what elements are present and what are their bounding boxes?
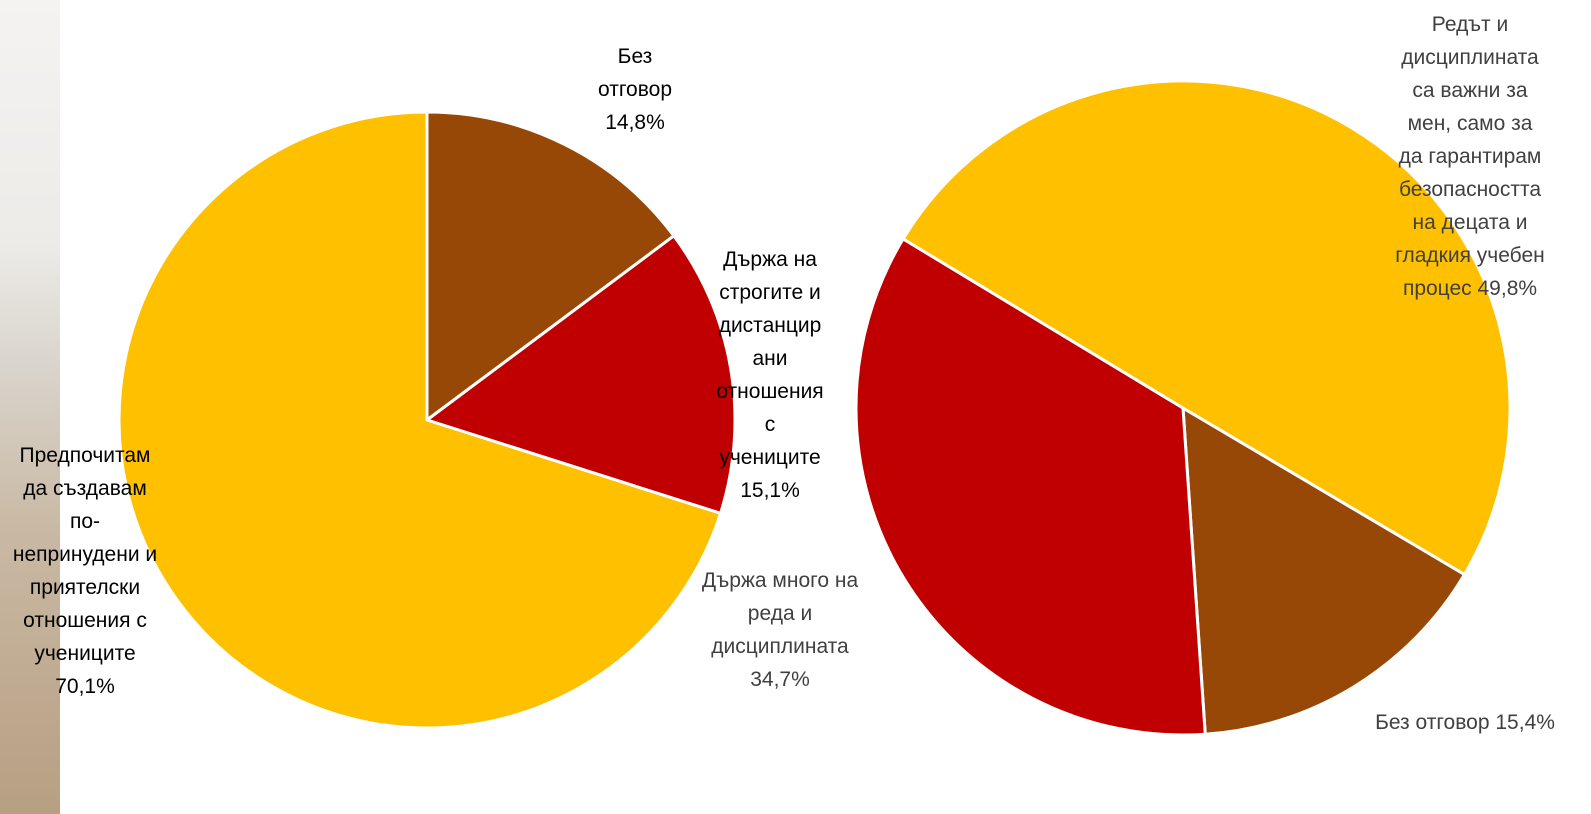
slice-label: Предпочитам да създавам по-непринудени и… bbox=[9, 439, 161, 703]
pie-slice bbox=[1181, 406, 1466, 736]
slice-label: Държа много на реда и дисциплината 34,7% bbox=[685, 564, 875, 696]
pie-slice bbox=[117, 110, 723, 730]
value-label: 15,1% bbox=[740, 479, 800, 502]
category-label: Редът и дисциплината са важни за мен, са… bbox=[1395, 13, 1545, 300]
value-label: 34,7% bbox=[750, 668, 810, 691]
category-label: Държа на строгите и дистанцирани отношен… bbox=[716, 248, 824, 469]
slice-label: Държа на строгите и дистанцирани отношен… bbox=[714, 243, 826, 507]
slice-label: Редът и дисциплината са важни за мен, са… bbox=[1395, 8, 1545, 305]
category-label: Без отговор bbox=[598, 45, 672, 101]
category-label: Държа много на реда и дисциплината bbox=[701, 569, 859, 658]
background-photo bbox=[0, 0, 60, 814]
pie-slice bbox=[854, 237, 1207, 737]
pie-slice bbox=[901, 79, 1512, 576]
value-label: 14,8% bbox=[605, 111, 665, 134]
category-label: Предпочитам да създавам по-непринудени и… bbox=[12, 444, 158, 665]
category-label: Без отговор bbox=[1375, 711, 1490, 734]
value-label: 15,4% bbox=[1495, 711, 1555, 734]
value-label: 70,1% bbox=[55, 675, 115, 698]
pie-slice bbox=[425, 110, 676, 422]
value-label: 49,8% bbox=[1477, 277, 1538, 300]
slice-label: Без отговор 14,8% bbox=[585, 40, 685, 139]
slice-label: Без отговор 15,4% bbox=[1375, 706, 1555, 739]
